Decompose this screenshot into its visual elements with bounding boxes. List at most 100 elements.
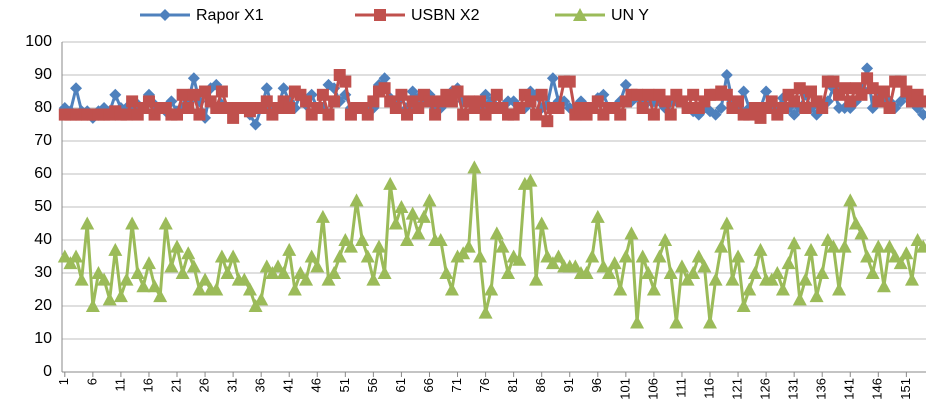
y-tick-label: 10: [34, 330, 52, 347]
marker: [80, 216, 95, 230]
marker: [227, 111, 240, 124]
marker: [529, 272, 544, 286]
x-tick-label: 106: [645, 378, 660, 400]
x-tick-label: 26: [197, 378, 212, 392]
marker: [871, 239, 886, 253]
marker: [126, 95, 139, 108]
marker: [754, 111, 767, 124]
x-tick-label: 121: [729, 378, 744, 400]
marker: [147, 279, 162, 293]
marker: [389, 102, 402, 114]
marker: [237, 272, 252, 286]
marker: [338, 233, 353, 246]
marker: [535, 88, 548, 101]
marker: [910, 233, 925, 246]
marker: [893, 256, 908, 270]
marker: [687, 88, 700, 101]
marker: [63, 256, 78, 270]
marker: [394, 200, 409, 213]
marker: [826, 239, 841, 253]
marker: [585, 249, 600, 263]
x-tick-label: 81: [505, 378, 520, 392]
legend-label: USBN X2: [411, 7, 480, 24]
marker: [355, 233, 370, 246]
marker: [832, 282, 847, 296]
marker: [534, 216, 549, 230]
marker: [467, 160, 482, 174]
marker: [255, 102, 268, 114]
marker: [793, 82, 806, 95]
marker: [282, 242, 297, 256]
marker: [843, 193, 858, 207]
marker: [719, 216, 734, 230]
marker: [187, 72, 200, 85]
marker: [411, 226, 426, 240]
marker: [681, 102, 694, 114]
marker: [787, 236, 802, 250]
marker: [478, 305, 493, 319]
marker: [322, 108, 335, 121]
marker: [816, 102, 829, 114]
marker: [439, 266, 454, 279]
marker: [164, 259, 179, 273]
marker: [663, 266, 678, 279]
marker: [485, 102, 498, 114]
marker: [646, 282, 661, 296]
marker: [416, 209, 431, 223]
marker: [300, 95, 313, 108]
marker: [136, 279, 151, 293]
marker: [894, 95, 907, 108]
marker: [260, 95, 273, 108]
x-tick-label: 11: [112, 378, 127, 392]
marker: [764, 272, 779, 286]
legend-label: Rapor X1: [196, 7, 264, 24]
marker: [607, 256, 622, 270]
marker: [573, 8, 587, 21]
marker: [310, 259, 325, 273]
marker: [158, 216, 173, 230]
marker: [916, 239, 926, 253]
x-tick-label: 136: [814, 378, 829, 400]
marker: [636, 102, 649, 114]
marker: [378, 82, 391, 95]
x-tick-label: 141: [842, 378, 857, 400]
marker: [917, 95, 926, 108]
marker: [652, 249, 667, 263]
marker: [199, 85, 212, 98]
marker: [484, 282, 499, 296]
marker: [214, 249, 229, 263]
x-tick-label: 91: [561, 378, 576, 392]
marker: [412, 102, 425, 114]
x-tick-label: 56: [365, 378, 380, 392]
x-tick-label: 111: [673, 378, 688, 398]
y-tick-label: 0: [43, 363, 52, 380]
marker: [260, 82, 273, 95]
marker: [788, 108, 801, 121]
marker: [883, 102, 896, 114]
marker: [287, 282, 302, 296]
marker: [809, 289, 824, 303]
marker: [844, 95, 857, 108]
x-tick-label: 151: [898, 378, 913, 400]
marker: [827, 75, 840, 88]
y-tick-label: 90: [34, 66, 52, 83]
marker: [374, 9, 386, 21]
marker: [624, 226, 639, 240]
y-tick-label: 60: [34, 165, 52, 182]
marker: [378, 72, 391, 85]
marker: [209, 282, 224, 296]
marker: [176, 88, 189, 101]
marker: [70, 82, 83, 95]
marker: [753, 242, 768, 256]
marker: [865, 266, 880, 279]
marker: [904, 272, 919, 286]
marker: [259, 259, 274, 273]
marker: [798, 272, 813, 286]
marker: [680, 272, 695, 286]
marker: [249, 118, 262, 131]
marker: [395, 88, 408, 101]
marker: [171, 108, 184, 121]
x-tick-label: 61: [393, 378, 408, 392]
x-tick-label: 1: [56, 378, 71, 385]
